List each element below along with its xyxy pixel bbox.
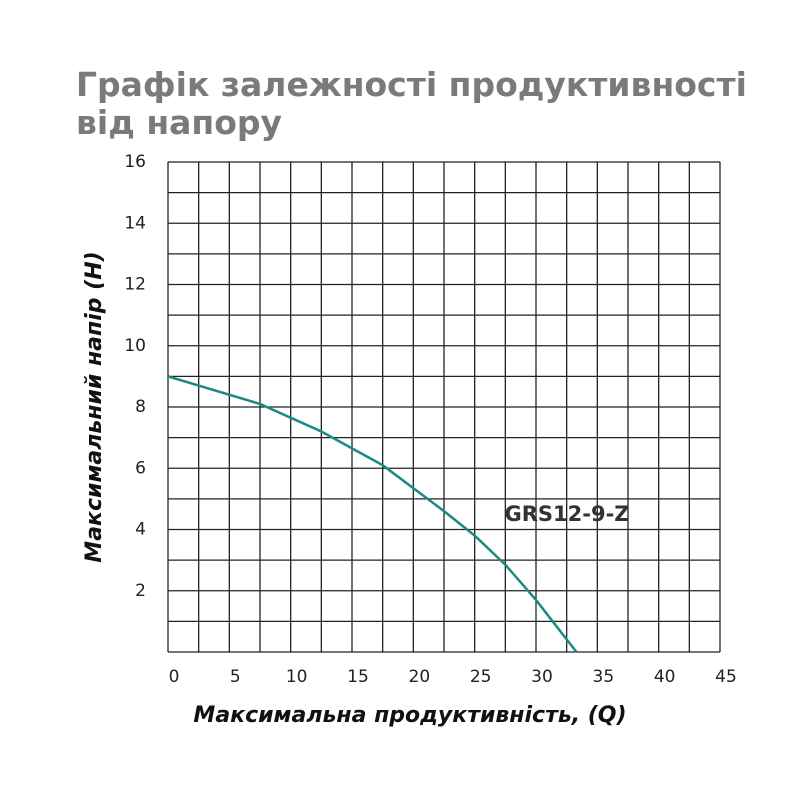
chart-title: Графік залежності продуктивності від нап… bbox=[76, 65, 747, 142]
y-tick-label: 8 bbox=[135, 397, 146, 417]
y-axis-label: Максимальний напір (H) bbox=[82, 251, 107, 562]
x-tick-label: 30 bbox=[531, 667, 553, 687]
x-tick-label: 45 bbox=[715, 667, 737, 687]
series-label: GRS12-9-Z bbox=[504, 502, 629, 526]
x-tick-label: 15 bbox=[347, 667, 369, 687]
x-tick-label: 10 bbox=[286, 667, 308, 687]
x-tick-label: 5 bbox=[230, 667, 241, 687]
x-tick-label: 35 bbox=[593, 667, 615, 687]
x-tick-label: 40 bbox=[654, 667, 676, 687]
y-tick-label: 10 bbox=[124, 336, 146, 356]
x-tick-label: 20 bbox=[409, 667, 431, 687]
y-tick-label: 16 bbox=[124, 152, 146, 172]
x-tick-label: 25 bbox=[470, 667, 492, 687]
y-tick-label: 12 bbox=[124, 275, 146, 295]
y-tick-label: 6 bbox=[135, 458, 146, 478]
x-tick-label: 0 bbox=[169, 667, 180, 687]
y-tick-label: 2 bbox=[135, 581, 146, 601]
line bbox=[167, 375, 578, 653]
y-tick-label: 14 bbox=[124, 213, 146, 233]
y-tick-label: 4 bbox=[135, 520, 146, 540]
x-axis-label: Максимальна продуктивність, (Q) bbox=[193, 703, 626, 728]
